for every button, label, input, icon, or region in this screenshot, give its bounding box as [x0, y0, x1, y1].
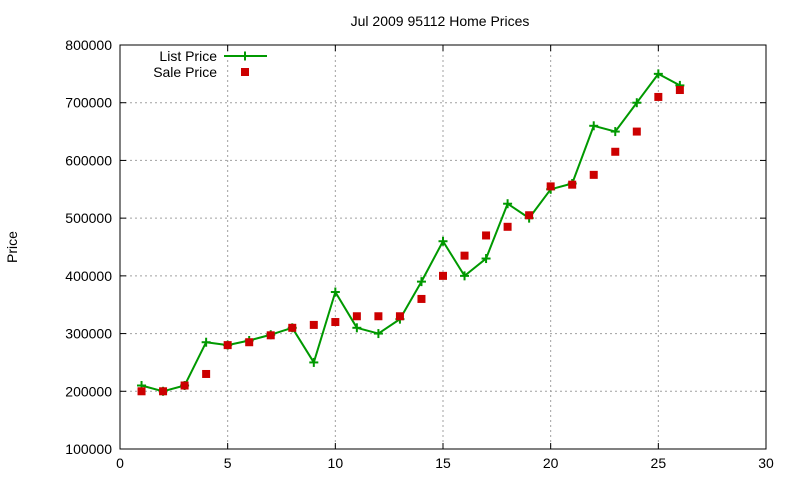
sale-price-point — [675, 86, 684, 95]
x-tick-label: 20 — [543, 455, 559, 471]
series-sale-price — [137, 86, 684, 396]
sale-price-point — [266, 331, 275, 340]
list-price-point — [373, 329, 383, 339]
sale-price-point — [309, 320, 318, 329]
list-price-point — [481, 254, 491, 264]
legend-swatch-sale-price — [241, 68, 249, 76]
y-tick-label: 400000 — [65, 268, 112, 284]
y-tick-label: 500000 — [65, 210, 112, 226]
sale-price-point — [460, 251, 469, 260]
grid — [120, 45, 766, 449]
sale-price-point — [245, 338, 254, 347]
sale-price-point — [374, 312, 383, 321]
list-price-point — [653, 69, 663, 79]
list-price-point — [438, 236, 448, 246]
x-tick-label: 10 — [328, 455, 344, 471]
list-price-point — [503, 199, 513, 209]
y-tick-label: 600000 — [65, 152, 112, 168]
x-tick-label: 30 — [758, 455, 774, 471]
series-layer — [137, 69, 685, 396]
list-price-point — [460, 271, 470, 281]
sale-price-point — [611, 147, 620, 156]
sale-price-point — [331, 318, 340, 327]
legend-marker-list-price — [240, 51, 250, 61]
sale-price-point — [568, 180, 577, 189]
sale-price-point — [589, 170, 598, 179]
chart-title: Jul 2009 95112 Home Prices — [351, 13, 530, 29]
sale-price-point — [180, 381, 189, 390]
x-tick-label: 25 — [651, 455, 667, 471]
sale-price-point — [503, 222, 512, 231]
sale-price-point — [352, 312, 361, 321]
sale-price-point — [202, 369, 211, 378]
list-price-point — [416, 277, 426, 287]
y-tick-label: 300000 — [65, 326, 112, 342]
sale-price-point — [417, 294, 426, 303]
list-price-point — [589, 121, 599, 131]
y-tick-label: 200000 — [65, 383, 112, 399]
sale-price-point — [482, 231, 491, 240]
sale-price-point — [654, 92, 663, 101]
list-price-point — [309, 357, 319, 367]
sale-price-point — [395, 312, 404, 321]
legend-label-sale-price: Sale Price — [153, 64, 217, 80]
sale-price-point — [159, 387, 168, 396]
sale-price-point — [137, 387, 146, 396]
sale-price-point — [632, 127, 641, 136]
y-tick-label: 800000 — [65, 37, 112, 53]
sale-price-point — [546, 182, 555, 191]
sale-price-point — [223, 341, 232, 350]
y-tick-label: 100000 — [65, 441, 112, 457]
series-list-price — [137, 69, 685, 396]
list-price-point — [632, 98, 642, 108]
list-price-line — [141, 72, 681, 393]
sale-price-point — [288, 323, 297, 332]
legend-label-list-price: List Price — [159, 48, 217, 64]
sale-price-point — [525, 211, 534, 220]
list-price-point — [201, 337, 211, 347]
y-axis-label: Price — [4, 231, 20, 263]
x-tick-label: 15 — [435, 455, 451, 471]
list-price-point — [330, 287, 340, 297]
axis-ticks: 0 5 10 15 20 25 30 100000 200000 300000 400000 5000… — [65, 37, 774, 471]
list-price-point — [352, 323, 362, 333]
y-tick-label: 700000 — [65, 95, 112, 111]
x-tick-label: 5 — [224, 455, 232, 471]
x-tick-label: 0 — [116, 455, 124, 471]
sale-price-point — [439, 271, 447, 280]
list-price-point — [610, 127, 620, 137]
